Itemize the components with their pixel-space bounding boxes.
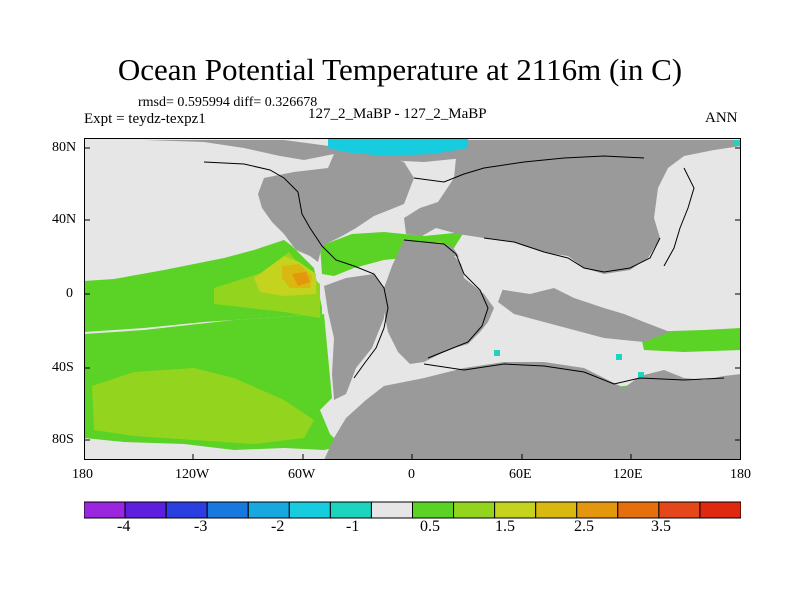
plot-title: Ocean Potential Temperature at 2116m (in… bbox=[117, 52, 683, 87]
anomaly-cyan-arctic bbox=[328, 138, 468, 156]
temperature-map bbox=[84, 138, 741, 460]
y-tick-80n: 80N bbox=[52, 140, 77, 155]
map-panel bbox=[84, 138, 741, 465]
legend-swatch-11 bbox=[535, 501, 578, 519]
run-label: 127_2_MaBP - 127_2_MaBP bbox=[308, 106, 487, 122]
legend-swatch-4 bbox=[247, 501, 290, 519]
legend-bar bbox=[83, 501, 742, 519]
legend-swatch-3 bbox=[206, 501, 249, 519]
anomaly-teal-spot-3 bbox=[494, 350, 500, 356]
x-tick-60w: 60W bbox=[288, 467, 316, 482]
legend-swatch-9 bbox=[453, 501, 496, 519]
land-north-america bbox=[84, 140, 414, 262]
legend-swatch-6 bbox=[329, 501, 372, 519]
anomaly-yellowgreen-south bbox=[92, 368, 314, 444]
legend-swatch-14 bbox=[658, 501, 701, 519]
coastlines bbox=[203, 155, 725, 385]
land-eurasia bbox=[404, 140, 741, 274]
legend-label-neg2: -2 bbox=[271, 518, 285, 535]
legend-swatch-5 bbox=[288, 501, 331, 519]
legend-label-0-5: 0.5 bbox=[420, 518, 440, 535]
y-tick-80s: 80S bbox=[52, 432, 74, 447]
legend-swatch-13 bbox=[617, 501, 660, 519]
x-tick-60e: 60E bbox=[509, 467, 532, 482]
experiment-label: Expt = teydz-texpz1 bbox=[84, 111, 206, 127]
legend-label-1-5: 1.5 bbox=[495, 518, 515, 535]
anomaly-teal-arctic-edge bbox=[734, 140, 740, 146]
axis-ticks bbox=[84, 147, 741, 460]
legend-swatch-15 bbox=[699, 501, 742, 519]
anomaly-teal-spot-1 bbox=[616, 354, 622, 360]
legend-swatch-7 bbox=[370, 501, 414, 519]
legend-swatch-10 bbox=[494, 501, 537, 519]
legend-label-neg1: -1 bbox=[346, 518, 360, 535]
legend-label-2-5: 2.5 bbox=[574, 518, 594, 535]
legend-swatch-12 bbox=[576, 501, 619, 519]
legend-swatch-2 bbox=[165, 501, 208, 519]
x-tick-120e: 120E bbox=[613, 467, 643, 482]
legend-label-neg4: -4 bbox=[117, 518, 131, 535]
legend-swatch-1 bbox=[124, 501, 167, 519]
legend-swatch-0 bbox=[83, 501, 126, 519]
x-tick-180e: 180 bbox=[730, 467, 751, 482]
y-tick-0: 0 bbox=[66, 286, 73, 301]
legend-label-3-5: 3.5 bbox=[651, 518, 671, 535]
land-africa bbox=[384, 240, 494, 364]
land-southeast-asia bbox=[498, 280, 670, 342]
x-tick-120w: 120W bbox=[175, 467, 210, 482]
land-australia-antarctic bbox=[324, 362, 741, 460]
color-legend bbox=[83, 501, 742, 524]
x-tick-0: 0 bbox=[408, 467, 415, 482]
y-tick-40n: 40N bbox=[52, 212, 77, 227]
x-tick-180w: 180 bbox=[72, 467, 93, 482]
anomaly-green-indian bbox=[640, 328, 741, 352]
anomaly-zero-basin bbox=[454, 256, 554, 294]
anomaly-teal-spot-2 bbox=[638, 372, 644, 378]
y-tick-40s: 40S bbox=[52, 360, 74, 375]
period-label: ANN bbox=[705, 110, 738, 126]
legend-label-neg3: -3 bbox=[194, 518, 208, 535]
rmsd-diff-label: rmsd= 0.595994 diff= 0.326678 bbox=[138, 95, 318, 110]
legend-swatch-8 bbox=[412, 501, 455, 519]
anomaly-orange-core bbox=[292, 272, 310, 286]
land-south-america bbox=[324, 274, 384, 400]
